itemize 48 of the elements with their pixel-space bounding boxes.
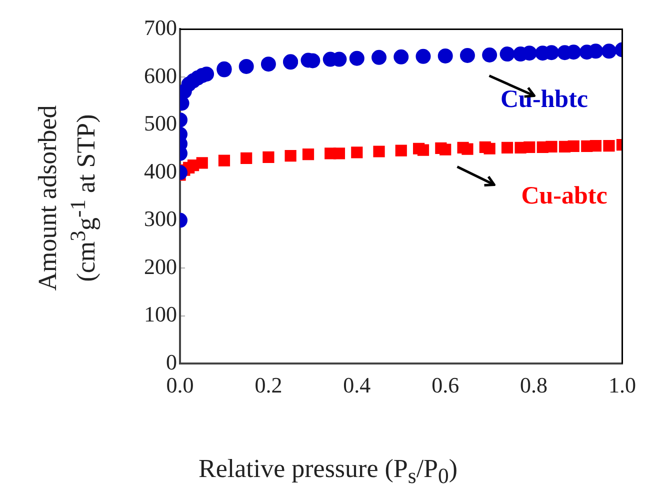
point [558, 140, 571, 153]
point [438, 48, 453, 64]
series-label: Cu-hbtc [500, 86, 588, 114]
point [349, 50, 364, 66]
x-axis-title: Relative pressure (P$_{s}$/P$_{0}$) [197, 454, 458, 490]
y-tick-label: 700 [144, 14, 177, 40]
y-tick-label: 200 [144, 254, 177, 279]
series-label: Cu-abtc [521, 182, 608, 210]
point [260, 56, 276, 72]
y-tick-label: 400 [144, 158, 177, 184]
x-tick-label: 0.8 [520, 372, 548, 398]
point [484, 142, 496, 154]
y-tick-label: 600 [144, 62, 177, 88]
x-tick-label: 0.4 [343, 372, 371, 398]
y-tick-label: 300 [144, 206, 177, 232]
y-tick-label: 100 [144, 302, 177, 327]
point [416, 48, 431, 64]
point [238, 58, 254, 74]
point [460, 48, 475, 63]
point [603, 140, 615, 152]
point [500, 46, 515, 62]
point [601, 44, 616, 59]
point [440, 144, 452, 156]
y-tick-label: 0 [166, 349, 177, 374]
point [284, 150, 296, 162]
point [514, 142, 526, 154]
x-tick-label: 1.0 [608, 372, 636, 398]
point [218, 154, 230, 166]
point [536, 141, 548, 153]
point [462, 143, 474, 155]
point [333, 148, 346, 160]
point [395, 144, 407, 156]
point [394, 49, 409, 64]
point [351, 146, 363, 158]
point [372, 50, 387, 65]
y-tick-label: 500 [144, 110, 177, 136]
x-tick-label: 0.6 [432, 372, 460, 398]
point [302, 148, 314, 160]
x-tick-label: 0.2 [254, 372, 282, 398]
point [240, 152, 252, 164]
point [482, 47, 498, 62]
point [196, 157, 208, 169]
point [417, 144, 430, 156]
point [501, 142, 514, 154]
point [262, 151, 274, 164]
point [373, 146, 385, 158]
x-tick-label: 0.0 [166, 372, 194, 398]
point [581, 140, 593, 152]
